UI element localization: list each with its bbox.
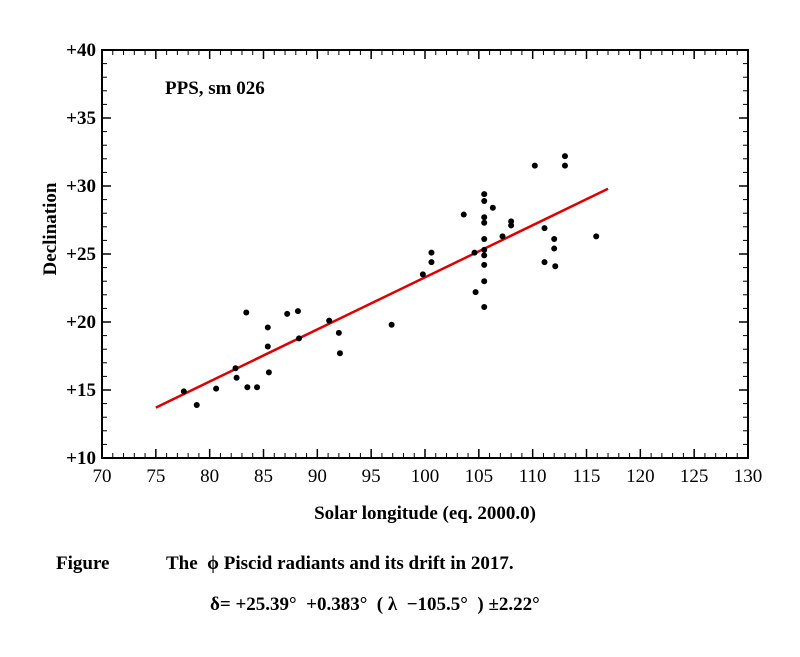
caption-title: The ϕ Piscid radiants and its drift in 2…	[166, 553, 514, 574]
x-tick-label: 115	[573, 466, 601, 487]
chart-annotation: PPS, sm 026	[165, 78, 265, 99]
data-point	[265, 369, 272, 376]
y-tick-label: +15	[66, 380, 96, 401]
x-tick-label: 70	[93, 466, 112, 487]
x-tick-label: 85	[254, 466, 273, 487]
data-point	[233, 374, 240, 381]
data-point	[254, 384, 261, 391]
data-point	[489, 204, 496, 211]
data-point	[481, 278, 488, 285]
y-tick-label: +10	[66, 448, 96, 469]
x-tick-label: 80	[200, 466, 219, 487]
data-point	[481, 252, 488, 259]
data-point	[264, 343, 271, 350]
data-point	[593, 233, 600, 240]
data-point	[552, 263, 559, 270]
data-point	[213, 385, 220, 392]
y-tick-label: +25	[66, 244, 96, 265]
x-tick-label: 95	[362, 466, 381, 487]
data-point	[561, 162, 568, 169]
scatter-chart: 70 75 80 85 90 95 100 105 110 115 120 125 130 +10 +15 +…	[40, 40, 762, 524]
data-point	[541, 225, 548, 232]
x-tick-label: 110	[519, 466, 547, 487]
data-point	[481, 197, 488, 204]
fit-formula: δ= +25.39° +0.383° ( λ −105.5° ) ±2.22°	[210, 594, 540, 615]
data-point	[232, 365, 239, 372]
x-tick-label: 75	[146, 466, 165, 487]
y-tick-label: +40	[66, 40, 96, 61]
plot-frame	[101, 49, 749, 459]
data-point	[481, 304, 488, 311]
y-tick-label: +20	[66, 312, 96, 333]
tick-labels: 70 75 80 85 90 95 100 105 110 115 120 125 130 +10 +15 +…	[66, 40, 762, 487]
data-point	[244, 384, 251, 391]
data-point	[472, 289, 479, 296]
fit-line	[155, 187, 609, 409]
caption-label: Figure	[56, 553, 110, 574]
data-point	[541, 259, 548, 266]
data-point	[264, 324, 271, 331]
data-point	[193, 401, 200, 408]
y-tick-label: +30	[66, 176, 96, 197]
y-axis-title: Declination	[40, 182, 61, 275]
x-tick-label: 90	[308, 466, 327, 487]
x-tick-label: 125	[680, 466, 709, 487]
data-point	[481, 236, 488, 243]
x-tick-label: 120	[626, 466, 655, 487]
data-point	[460, 211, 467, 218]
data-point	[180, 388, 187, 395]
data-point	[284, 310, 291, 317]
x-tick-label: 130	[734, 466, 763, 487]
x-tick-label: 105	[465, 466, 494, 487]
data-point	[294, 308, 301, 315]
axis-ticks	[101, 49, 749, 459]
data-point	[481, 214, 488, 221]
data-point	[296, 335, 303, 342]
data-point	[388, 321, 395, 328]
data-point	[499, 233, 506, 240]
y-tick-label: +35	[66, 108, 96, 129]
data-point	[481, 191, 488, 198]
data-point	[481, 219, 488, 226]
data-point	[471, 249, 478, 256]
x-axis-title: Solar longitude (eq. 2000.0)	[314, 503, 536, 524]
data-points	[180, 153, 600, 408]
data-point	[326, 317, 333, 324]
data-point	[481, 261, 488, 268]
data-point	[481, 246, 488, 253]
data-point	[551, 245, 558, 252]
data-point	[428, 259, 435, 266]
data-point	[428, 249, 435, 256]
data-point	[243, 309, 250, 316]
data-point	[561, 153, 568, 160]
data-point	[531, 162, 538, 169]
data-point	[419, 271, 426, 278]
data-point	[551, 236, 558, 243]
x-tick-label: 100	[411, 466, 440, 487]
data-point	[336, 350, 343, 357]
data-point	[508, 222, 515, 229]
data-point	[335, 329, 342, 336]
